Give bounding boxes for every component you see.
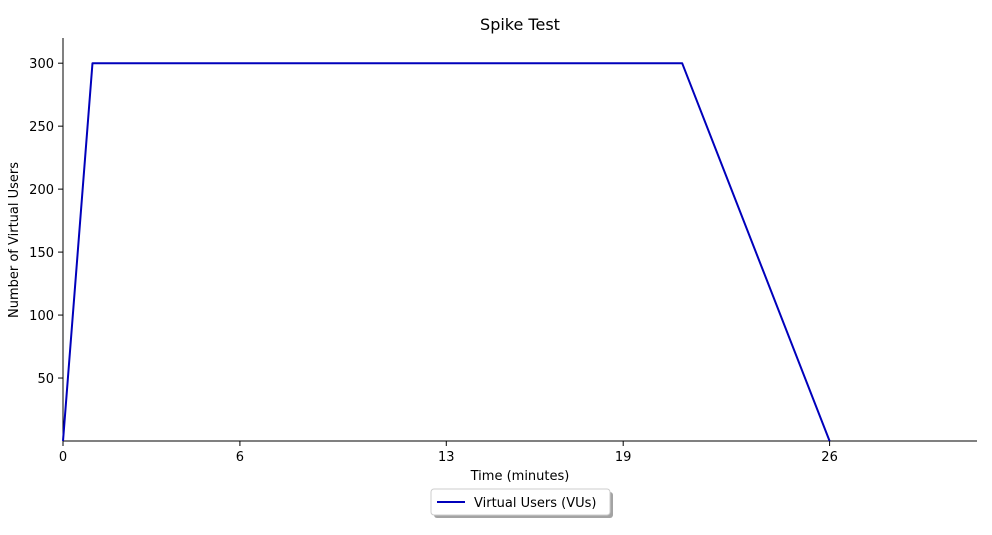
legend-label: Virtual Users (VUs)	[474, 496, 596, 511]
y-tick-label: 150	[29, 246, 54, 261]
y-axis-ticks: 50 100 150 200 250 300	[29, 57, 63, 387]
x-tick-label: 26	[821, 450, 838, 465]
y-axis-title: Number of Virtual Users	[7, 162, 22, 318]
x-tick-label: 0	[59, 450, 67, 465]
y-tick-label: 50	[37, 372, 54, 387]
x-axis-ticks: 0 6 13 19 26	[59, 441, 838, 465]
x-axis-title: Time (minutes)	[470, 469, 570, 484]
series-line-virtual-users	[62, 62, 831, 442]
legend-box	[430, 488, 611, 516]
y-tick-label: 300	[29, 57, 54, 72]
x-tick-label: 13	[438, 450, 455, 465]
y-tick-label: 200	[29, 183, 54, 198]
x-tick-label: 19	[615, 450, 632, 465]
series-layer	[62, 62, 831, 442]
chart-title: Spike Test	[480, 15, 560, 34]
x-tick-label: 6	[236, 450, 244, 465]
y-tick-label: 250	[29, 120, 54, 135]
legend: Virtual Users (VUs)	[430, 488, 613, 518]
y-tick-label: 100	[29, 309, 54, 324]
